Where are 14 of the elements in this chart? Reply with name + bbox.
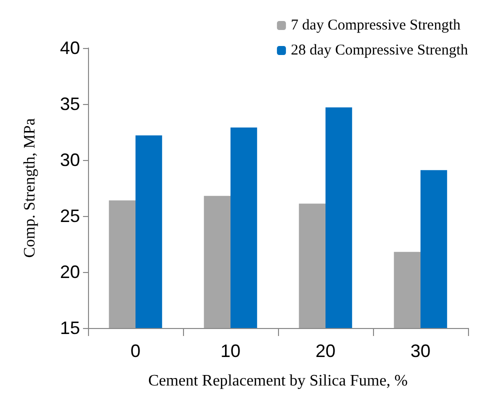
x-tick-label: 0 xyxy=(130,341,141,361)
x-tick-label: 10 xyxy=(220,341,241,361)
y-tick-label: 30 xyxy=(60,150,80,170)
x-tick-label: 20 xyxy=(315,341,336,361)
legend-label: 7 day Compressive Strength xyxy=(290,18,461,34)
x-tick-label: 30 xyxy=(410,341,431,361)
y-tick-label: 20 xyxy=(60,262,80,282)
legend-label: 28 day Compressive Strength xyxy=(290,42,468,58)
y-tick-label: 25 xyxy=(60,206,80,226)
x-axis-title: Cement Replacement by Silica Fume, % xyxy=(148,372,408,390)
y-axis-title: Comp. Strength, MPa xyxy=(22,118,38,258)
y-tick-label: 15 xyxy=(60,318,80,338)
y-tick-label: 35 xyxy=(60,94,80,114)
y-tick-label: 40 xyxy=(60,38,80,58)
